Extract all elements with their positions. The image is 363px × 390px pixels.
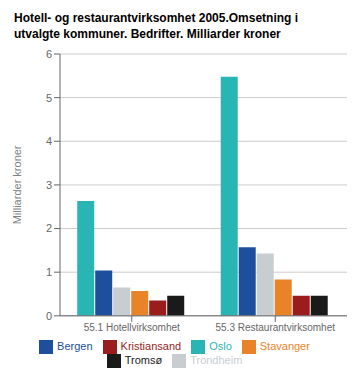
html-text:Hotell- og restaurantvirksomhe: Hotell- og restaurantvirksomhet 2005.Oms… — [14, 11, 299, 25]
svg-text:2: 2 — [46, 222, 52, 234]
svg-text:5: 5 — [46, 92, 52, 104]
svg-text:4: 4 — [46, 135, 52, 147]
html-text:Stavanger: Stavanger — [259, 339, 310, 352]
svg-text:1: 1 — [46, 266, 52, 278]
svg-text:3: 3 — [46, 179, 52, 191]
svg-text:6: 6 — [46, 48, 52, 60]
html-text:Oslo: Oslo — [209, 339, 232, 352]
svg-text:Milliarder kroner: Milliarder kroner — [11, 145, 23, 224]
html-text:utvalgte kommuner. Bedrifter.: utvalgte kommuner. Bedrifter. Milliarder… — [14, 27, 281, 41]
html-text:Kristiansand: Kristiansand — [120, 339, 182, 352]
svg-text:0: 0 — [46, 310, 52, 322]
svg-text:55.3 Restaurantvirksomhet: 55.3 Restaurantvirksomhet — [215, 322, 335, 333]
svg-text:55.1 Hotellvirksomhet: 55.1 Hotellvirksomhet — [84, 322, 180, 333]
html-text:Tromsø: Tromsø — [124, 353, 163, 366]
html-text:Bergen: Bergen — [57, 339, 93, 352]
html-text:Trondheim: Trondheim — [190, 353, 243, 366]
